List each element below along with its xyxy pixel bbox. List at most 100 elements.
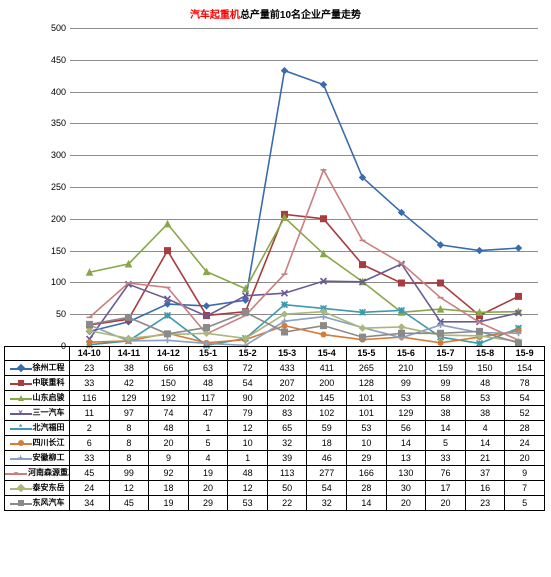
series-legend: 徐州工程 bbox=[5, 361, 70, 376]
table-cell: 47 bbox=[188, 406, 228, 421]
table-col-header: 15-8 bbox=[465, 347, 505, 361]
table-col-header: 15-1 bbox=[188, 347, 228, 361]
table-cell: 30 bbox=[386, 481, 426, 496]
table-cell: 76 bbox=[426, 466, 466, 481]
table-cell: 45 bbox=[70, 466, 110, 481]
table-cell: 13 bbox=[386, 451, 426, 466]
table-cell: 97 bbox=[109, 406, 149, 421]
table-cell: 24 bbox=[505, 436, 545, 451]
table-cell: 48 bbox=[149, 421, 189, 436]
chart-plot-area: 050100150200250300350400450500 bbox=[70, 28, 538, 346]
table-cell: 23 bbox=[465, 496, 505, 511]
table-cell: 202 bbox=[267, 391, 307, 406]
table-cell: 39 bbox=[267, 451, 307, 466]
table-cell: 16 bbox=[465, 481, 505, 496]
table-col-header: 15-9 bbox=[505, 347, 545, 361]
table-cell: 32 bbox=[307, 496, 347, 511]
table-cell: 45 bbox=[109, 496, 149, 511]
table-cell: 192 bbox=[149, 391, 189, 406]
table-cell: 50 bbox=[267, 481, 307, 496]
series-line bbox=[90, 71, 519, 332]
table-cell: 265 bbox=[347, 361, 387, 376]
table-col-header: 14-11 bbox=[109, 347, 149, 361]
table-cell: 24 bbox=[70, 481, 110, 496]
table-cell: 38 bbox=[465, 406, 505, 421]
table-cell: 72 bbox=[228, 361, 268, 376]
series-line bbox=[90, 218, 519, 313]
table-cell: 210 bbox=[386, 361, 426, 376]
table-cell: 17 bbox=[426, 481, 466, 496]
table-col-header: 15-6 bbox=[386, 347, 426, 361]
table-cell: 166 bbox=[347, 466, 387, 481]
table-cell: 10 bbox=[347, 436, 387, 451]
table-cell: 19 bbox=[188, 466, 228, 481]
table-corner bbox=[5, 347, 70, 361]
table-cell: 29 bbox=[188, 496, 228, 511]
table-cell: 54 bbox=[505, 391, 545, 406]
table-cell: 1 bbox=[188, 421, 228, 436]
table-cell: 37 bbox=[465, 466, 505, 481]
table-cell: 48 bbox=[465, 376, 505, 391]
table-cell: 99 bbox=[426, 376, 466, 391]
table-cell: 113 bbox=[267, 466, 307, 481]
series-legend: 中联重科 bbox=[5, 376, 70, 391]
table-cell: 150 bbox=[149, 376, 189, 391]
table-cell: 46 bbox=[307, 451, 347, 466]
table-col-header: 14-12 bbox=[149, 347, 189, 361]
table-cell: 90 bbox=[228, 391, 268, 406]
series-legend: 东风汽车 bbox=[5, 496, 70, 511]
chart-title: 汽车起重机总产量前10名企业产量走势 bbox=[0, 0, 551, 21]
table-cell: 53 bbox=[347, 421, 387, 436]
table-cell: 14 bbox=[426, 421, 466, 436]
table-cell: 4 bbox=[465, 421, 505, 436]
table-cell: 20 bbox=[386, 496, 426, 511]
chart-lines bbox=[70, 28, 538, 346]
table-col-header: 15-4 bbox=[307, 347, 347, 361]
table-cell: 29 bbox=[347, 451, 387, 466]
table-col-header: 14-10 bbox=[70, 347, 110, 361]
table-col-header: 15-3 bbox=[267, 347, 307, 361]
table-cell: 83 bbox=[267, 406, 307, 421]
table-cell: 207 bbox=[267, 376, 307, 391]
table-cell: 32 bbox=[267, 436, 307, 451]
table-cell: 33 bbox=[426, 451, 466, 466]
table-cell: 65 bbox=[267, 421, 307, 436]
table-cell: 117 bbox=[188, 391, 228, 406]
series-legend: 泰安东岳 bbox=[5, 481, 70, 496]
table-cell: 18 bbox=[149, 481, 189, 496]
table-cell: 33 bbox=[70, 451, 110, 466]
table-cell: 1 bbox=[228, 451, 268, 466]
table-cell: 145 bbox=[307, 391, 347, 406]
table-col-header: 15-5 bbox=[347, 347, 387, 361]
series-legend: +安徽柳工 bbox=[5, 451, 70, 466]
table-cell: 38 bbox=[109, 361, 149, 376]
data-table: 14-1014-1114-1215-115-215-315-415-515-61… bbox=[4, 346, 545, 511]
table-cell: 53 bbox=[465, 391, 505, 406]
table-cell: 48 bbox=[228, 466, 268, 481]
table-cell: 11 bbox=[70, 406, 110, 421]
table-cell: 38 bbox=[426, 406, 466, 421]
table-cell: 200 bbox=[307, 376, 347, 391]
table-cell: 53 bbox=[228, 496, 268, 511]
table-cell: 66 bbox=[149, 361, 189, 376]
table-cell: 6 bbox=[70, 436, 110, 451]
table-cell: 23 bbox=[70, 361, 110, 376]
table-cell: 79 bbox=[228, 406, 268, 421]
table-cell: 2 bbox=[70, 421, 110, 436]
table-cell: 101 bbox=[347, 391, 387, 406]
table-cell: 150 bbox=[465, 361, 505, 376]
table-cell: 10 bbox=[228, 436, 268, 451]
table-cell: 18 bbox=[307, 436, 347, 451]
table-cell: 53 bbox=[386, 391, 426, 406]
series-line bbox=[90, 312, 519, 342]
table-cell: 8 bbox=[109, 421, 149, 436]
table-cell: 42 bbox=[109, 376, 149, 391]
table-cell: 129 bbox=[386, 406, 426, 421]
title-main: 总产量前10名企业产量走势 bbox=[240, 10, 361, 21]
table-cell: 48 bbox=[188, 376, 228, 391]
table-cell: 92 bbox=[149, 466, 189, 481]
series-legend: ×三一汽车 bbox=[5, 406, 70, 421]
table-cell: 277 bbox=[307, 466, 347, 481]
table-cell: 5 bbox=[426, 436, 466, 451]
table-cell: 20 bbox=[149, 436, 189, 451]
